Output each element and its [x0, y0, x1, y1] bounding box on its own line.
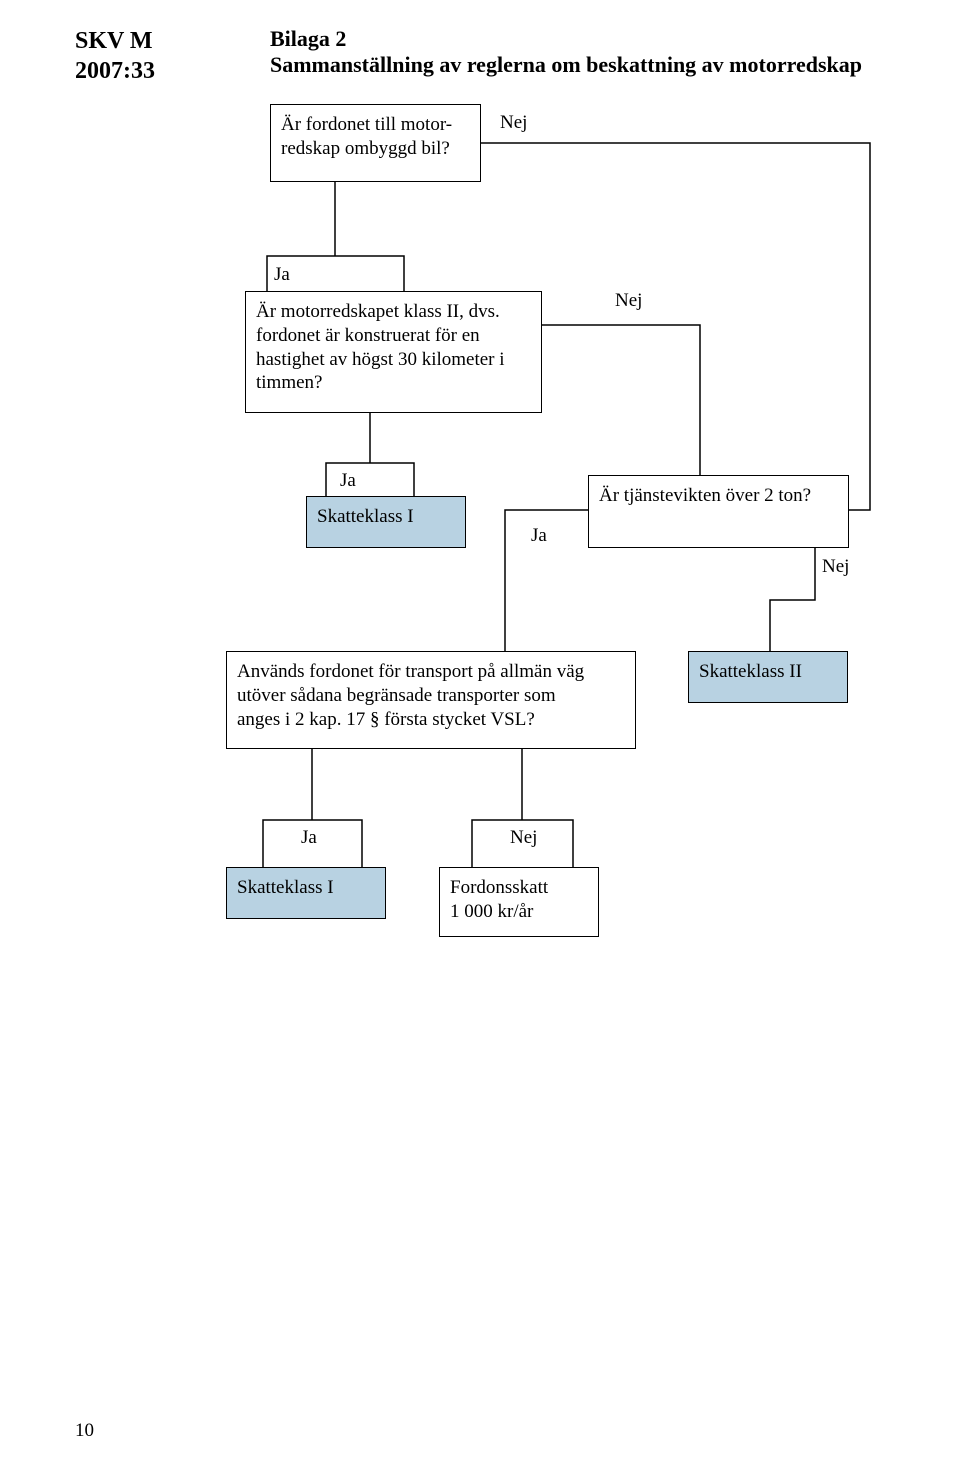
title-line1: Bilaga 2 — [270, 26, 346, 52]
flow-node-q4: Används fordonet för transport på allmän… — [226, 651, 636, 749]
doc-code-line1: SKV M — [75, 28, 153, 54]
flow-label-ja_before_sk1: Ja — [340, 470, 356, 493]
page-number: 10 — [75, 1420, 94, 1442]
flow-node-tax: Fordonsskatt1 000 kr/år — [439, 867, 599, 937]
doc-code-line2: 2007:33 — [75, 58, 155, 84]
flow-node-q3: Är tjänstevikten över 2 ton? — [588, 475, 849, 548]
flow-label-ja_into_q3: Ja — [531, 525, 547, 548]
doc-code: SKV M 2007:33 — [75, 26, 155, 86]
flow-label-nej_after_q4: Nej — [510, 827, 537, 850]
page: SKV M 2007:33 Bilaga 2 Sammanställning a… — [0, 0, 960, 1472]
flow-label-nej_after_q1: Nej — [500, 112, 527, 135]
flow-label-ja_before_q2: Ja — [274, 264, 290, 287]
flow-label-nej_after_q3: Nej — [822, 556, 849, 579]
flow-node-sk2: Skatteklass II — [688, 651, 848, 703]
flow-label-ja_after_q4: Ja — [301, 827, 317, 850]
flow-node-q1: Är fordonet till motor-redskap ombyggd b… — [270, 104, 481, 182]
title-line2: Sammanställning av reglerna om beskattni… — [270, 52, 862, 78]
flow-node-sk1_top: Skatteklass I — [306, 496, 466, 548]
flow-node-q2: Är motorredskapet klass II, dvs.fordonet… — [245, 291, 542, 413]
flow-node-sk1_bottom: Skatteklass I — [226, 867, 386, 919]
flow-label-nej_after_q2: Nej — [615, 290, 642, 313]
